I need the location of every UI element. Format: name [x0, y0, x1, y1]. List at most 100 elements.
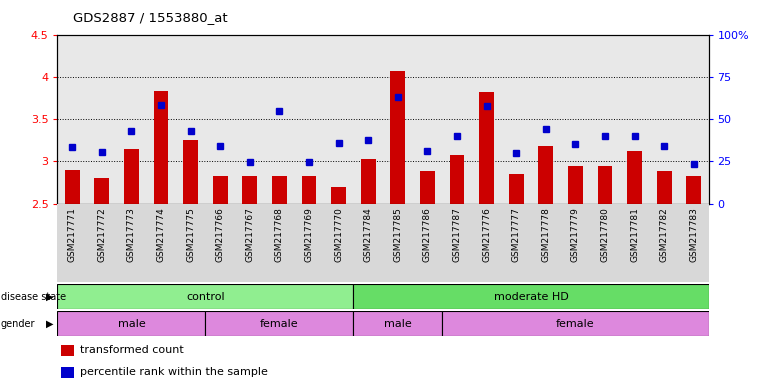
- Text: GSM217768: GSM217768: [275, 207, 284, 262]
- Bar: [205, 204, 235, 282]
- Text: percentile rank within the sample: percentile rank within the sample: [80, 367, 268, 377]
- Bar: [561, 35, 590, 204]
- Bar: [205, 35, 235, 204]
- Bar: [650, 204, 679, 282]
- Text: GSM217772: GSM217772: [97, 207, 106, 262]
- Text: GSM217780: GSM217780: [601, 207, 610, 262]
- Bar: [324, 204, 353, 282]
- Bar: [124, 149, 139, 204]
- Text: GSM217775: GSM217775: [186, 207, 195, 262]
- Bar: [413, 35, 442, 204]
- Text: disease state: disease state: [1, 291, 66, 302]
- Bar: [176, 204, 205, 282]
- Bar: [679, 35, 709, 204]
- Bar: [442, 311, 709, 336]
- Bar: [235, 35, 264, 204]
- Bar: [480, 92, 494, 204]
- Bar: [442, 204, 472, 282]
- Bar: [590, 35, 620, 204]
- Bar: [679, 204, 709, 282]
- Text: female: female: [260, 318, 299, 329]
- Text: GSM217787: GSM217787: [453, 207, 461, 262]
- Bar: [146, 204, 176, 282]
- Bar: [413, 204, 442, 282]
- Bar: [87, 204, 116, 282]
- Text: GSM217774: GSM217774: [156, 207, 165, 262]
- Text: transformed count: transformed count: [80, 345, 184, 355]
- Bar: [383, 204, 413, 282]
- Bar: [57, 35, 87, 204]
- Bar: [650, 35, 679, 204]
- Text: GSM217786: GSM217786: [423, 207, 432, 262]
- Text: GSM217777: GSM217777: [512, 207, 521, 262]
- Text: ▶: ▶: [46, 291, 54, 302]
- Text: GSM217781: GSM217781: [630, 207, 639, 262]
- Bar: [94, 178, 110, 204]
- Bar: [531, 35, 561, 204]
- Bar: [597, 166, 612, 204]
- Bar: [116, 35, 146, 204]
- Text: GSM217782: GSM217782: [660, 207, 669, 262]
- Bar: [176, 35, 205, 204]
- Bar: [590, 204, 620, 282]
- Bar: [472, 35, 502, 204]
- Text: GSM217767: GSM217767: [245, 207, 254, 262]
- Text: male: male: [117, 318, 146, 329]
- Bar: [353, 284, 709, 309]
- Text: GSM217779: GSM217779: [571, 207, 580, 262]
- Bar: [620, 204, 650, 282]
- Bar: [420, 171, 435, 204]
- Text: GSM217771: GSM217771: [67, 207, 77, 262]
- Bar: [656, 171, 672, 204]
- Text: female: female: [556, 318, 594, 329]
- Text: GSM217784: GSM217784: [364, 207, 373, 262]
- Bar: [213, 177, 228, 204]
- Text: gender: gender: [1, 318, 35, 329]
- Bar: [235, 204, 264, 282]
- Text: GSM217773: GSM217773: [127, 207, 136, 262]
- Bar: [264, 35, 294, 204]
- Bar: [383, 35, 413, 204]
- Bar: [568, 166, 583, 204]
- Text: GSM217785: GSM217785: [393, 207, 402, 262]
- Bar: [686, 177, 701, 204]
- Bar: [264, 204, 294, 282]
- Bar: [242, 177, 257, 204]
- Bar: [353, 311, 442, 336]
- Bar: [57, 204, 87, 282]
- Bar: [620, 35, 650, 204]
- Bar: [531, 204, 561, 282]
- Text: GDS2887 / 1553880_at: GDS2887 / 1553880_at: [73, 12, 228, 25]
- Bar: [472, 204, 502, 282]
- Bar: [61, 367, 74, 378]
- Bar: [324, 35, 353, 204]
- Text: GSM217776: GSM217776: [482, 207, 491, 262]
- Bar: [538, 146, 553, 204]
- Bar: [502, 35, 531, 204]
- Bar: [57, 284, 353, 309]
- Bar: [561, 204, 590, 282]
- Bar: [116, 204, 146, 282]
- Text: GSM217766: GSM217766: [216, 207, 224, 262]
- Bar: [302, 175, 316, 204]
- Bar: [353, 204, 383, 282]
- Bar: [294, 35, 324, 204]
- Bar: [65, 170, 80, 204]
- Text: ▶: ▶: [46, 318, 54, 329]
- Bar: [154, 91, 169, 204]
- Bar: [502, 204, 531, 282]
- Bar: [272, 177, 286, 204]
- Bar: [57, 311, 205, 336]
- Bar: [450, 156, 464, 204]
- Text: control: control: [186, 291, 224, 302]
- Bar: [442, 35, 472, 204]
- Bar: [183, 140, 198, 204]
- Bar: [331, 187, 346, 204]
- Bar: [391, 71, 405, 204]
- Text: GSM217778: GSM217778: [542, 207, 550, 262]
- Text: GSM217770: GSM217770: [334, 207, 343, 262]
- Bar: [87, 35, 116, 204]
- Text: male: male: [384, 318, 411, 329]
- Bar: [146, 35, 176, 204]
- Bar: [294, 204, 324, 282]
